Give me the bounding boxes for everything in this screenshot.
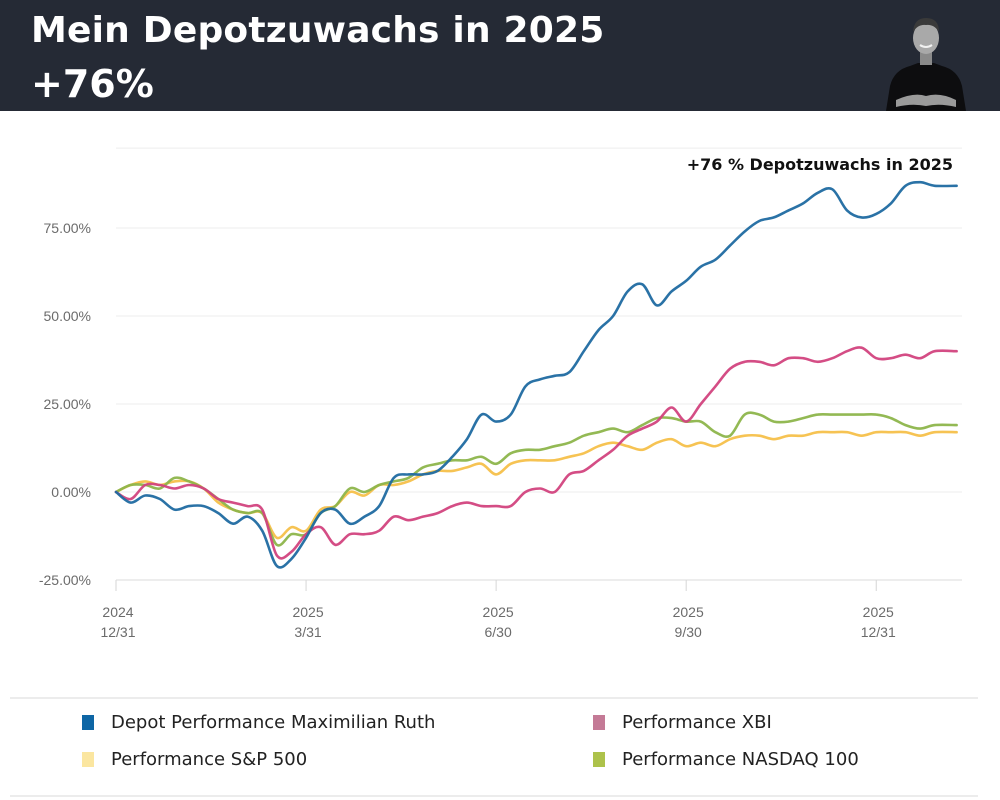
- page-title: Mein Depotzuwachs in 2025: [31, 10, 605, 51]
- x-tick-year: 2025: [292, 604, 323, 620]
- legend-swatch-nasdaq: [593, 752, 605, 767]
- y-tick-label: 25.00%: [44, 396, 91, 412]
- series-line-xbi: [114, 346, 958, 560]
- x-tick-year: 2025: [673, 604, 704, 620]
- x-tick-year: 2025: [483, 604, 514, 620]
- legend-label: Performance NASDAQ 100: [622, 749, 859, 770]
- legend-item-depot[interactable]: Depot Performance Maximilian Ruth: [82, 712, 435, 733]
- legend-swatch-sp500: [82, 752, 94, 767]
- chart-annotation: +76 % Depotzuwachs in 2025: [687, 155, 953, 174]
- chart-area: 75.00% 50.00% 25.00% 0.00% -25.00% 2024 12/31…: [0, 111, 1000, 691]
- grid-lines: [116, 147, 962, 581]
- y-tick-label: 0.00%: [51, 484, 91, 500]
- x-tick-date: 12/31: [861, 624, 896, 640]
- header-banner: Mein Depotzuwachs in 2025 +76%: [0, 0, 1000, 111]
- series-lines: [114, 180, 958, 569]
- x-axis-ticks: 2024 12/31 2025 3/31 2025 6/30 2025 9/30 2025 12/…: [100, 580, 896, 640]
- legend-swatch-xbi: [593, 715, 605, 730]
- series-line-nasdaq: [114, 411, 958, 547]
- x-tick-year: 2025: [863, 604, 894, 620]
- y-tick-label: -25.00%: [39, 572, 91, 588]
- performance-chart: 75.00% 50.00% 25.00% 0.00% -25.00% 2024 12/31…: [39, 147, 962, 640]
- avatar: [886, 18, 966, 111]
- person-photo-icon: [886, 18, 966, 111]
- legend-label: Performance S&P 500: [111, 749, 308, 770]
- y-tick-label: 50.00%: [44, 308, 91, 324]
- x-tick-date: 6/30: [484, 624, 511, 640]
- legend-label: Performance XBI: [622, 712, 772, 733]
- series-line-sp500: [114, 430, 958, 540]
- y-tick-label: 75.00%: [44, 220, 91, 236]
- x-tick-date: 9/30: [675, 624, 702, 640]
- y-axis-ticks: 75.00% 50.00% 25.00% 0.00% -25.00%: [39, 220, 91, 588]
- x-tick-date: 12/31: [100, 624, 135, 640]
- legend-label: Depot Performance Maximilian Ruth: [111, 712, 436, 733]
- growth-headline: +76%: [31, 62, 154, 106]
- x-tick-year: 2024: [102, 604, 133, 620]
- legend-divider-bottom: [10, 795, 978, 797]
- legend-swatch-depot: [82, 715, 94, 730]
- legend-item-xbi[interactable]: Performance XBI: [593, 712, 772, 733]
- series-line-depot: [114, 180, 958, 569]
- legend-item-nasdaq[interactable]: Performance NASDAQ 100: [593, 749, 859, 770]
- x-tick-date: 3/31: [294, 624, 321, 640]
- legend-item-sp500[interactable]: Performance S&P 500: [82, 749, 307, 770]
- legend-divider-top: [10, 697, 978, 699]
